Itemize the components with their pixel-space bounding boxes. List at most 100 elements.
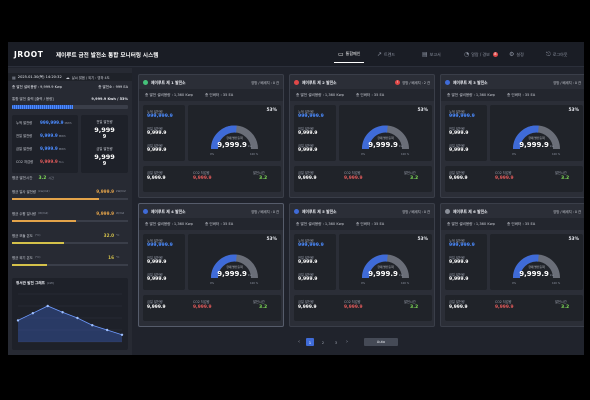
avg-time-row: 평균 발전시간 3.2 시간 [8,173,132,183]
nav-report[interactable]: ▤ 보고서 [418,46,445,63]
plant-bottom-bar: CO2 저감량 9,999.9 발전시간 3.2 금일 발전량 9,999.9 [445,166,583,192]
graph-area [18,306,122,342]
plant-card-header: 제이루트 제 2 발전소! 양방 / 베세지 : 2 건 [294,78,430,87]
co2-value: 9,999.9 [495,176,514,181]
gauge-value-row: 9,999.9kw [490,141,583,149]
stat-value: 999,999.9 [449,243,475,248]
stat-label: 금일 발전량 [449,144,465,148]
plant-gauge-box: 53% 현재 발전출력 9,999.9kw 0% 100 % [490,234,583,290]
next-page-button[interactable]: › [346,339,348,345]
plant-status-dot [143,80,148,85]
stat-value: 9,999.9 [449,131,469,136]
total-capacity: 총 발전 설비용량 : 9,999.9 Kwp [12,85,63,89]
cumulative-label: 금일 발전량 [16,147,33,151]
stat-label: 누적 발전량 [449,110,465,114]
stat-value: 9,999.9 [298,260,318,265]
plant-inverter-count: 총 인버터 : 35 EA [506,92,536,97]
metric-label: 평균 수평 일사량 [12,211,36,216]
calendar-icon: ▦ [12,74,16,80]
gauge-min: 0% [210,153,215,156]
stat-label: 전일 발전량 [298,256,314,260]
datetime: 2025.01.30(목) 14:20:32 [17,74,62,79]
stat-value: 9,999.9 [298,131,318,136]
stat-label: 누적 발전량 [147,239,163,243]
prev-page-button[interactable]: ‹ [298,339,300,345]
nav-gear[interactable]: ⚙ 설정 [505,46,528,63]
nav-trend[interactable]: ↗ 트렌드 [373,46,399,63]
today-mini-value: 9,999.9 [449,176,468,181]
gauge-fill [211,125,237,150]
plant-status-text: 양방 / 베세지 : 0 건 [553,210,581,214]
plant-capacity-bar: 총 발전 설비용량 : 1,360 Kwp 총 인버터 : 35 EA [139,89,283,101]
plant-name: 제이루트 제 2 발전소 [302,79,337,85]
gauge-value-row: 9,999.9kw [188,270,281,278]
avg-time-label: 평균 발전시간 [12,175,33,180]
stat-value: 9,999.9 [147,148,167,153]
stat-label: 전일 발전량 [298,127,314,131]
cumulative-label: CO2 저감량 [16,160,34,164]
trend-icon: ↗ [377,51,383,58]
co2-value: 9,999.9 [193,305,212,310]
page-number-button[interactable]: 1 [306,338,314,346]
graph-point [91,324,94,327]
left-summary-panel: ▦ 2025.01.30(목) 14:20:32 ☁ 날씨 맑음 / 외기 : … [8,68,132,355]
nav-monitor[interactable]: ▭ 통합메인 [334,46,365,63]
co2-label: CO2 저감량 [344,171,361,175]
stat-value: 999,999.9 [147,114,173,119]
dashboard-screen: JROOT 제이루트 금전 발전소 통합 모니터링 시스템 ▭ 통합메인 ↗ 트렌드 ▤… [8,42,584,355]
page-number-button[interactable]: 3 [334,339,338,345]
stat-value: 999,999.9 [298,243,324,248]
gauge-value: 9,999.9 [368,141,398,149]
plant-name: 제이루트 제 5 발전소 [302,208,337,214]
gauge-fill [362,254,388,279]
gauge-percent: 53% [417,237,428,242]
graph-point [16,319,20,322]
nav-bell[interactable]: ◔ 알람 / 경보 8 [460,46,502,63]
page-number-button[interactable]: 2 [321,339,325,345]
metric-unit: (°C) [34,233,41,237]
plant-capacity: 총 발전 설비용량 : 1,360 Kwp [447,92,495,97]
plant-stats-box: 누적 발전량 999,999.9 전일 발전량 9,999.9 금일 발전량 9,999.… [445,105,487,161]
nav-label: 통합메인 [345,51,361,56]
cumulative-label: 누적 발전량 [16,121,33,125]
cumulative-value: 999,999.9 [40,120,64,125]
daily-box: 전일 발전량 9,999 9 금일 발전량 9,999 9 [81,115,128,173]
gauge-value: 9,999.9 [217,270,247,278]
avg-time-value: 3.2 [561,176,570,181]
nav-label: 보고서 [429,51,441,57]
gauge-svg [513,254,560,279]
graph-point [120,333,124,336]
stat-value: 999,999.9 [298,114,324,119]
stat-label: 금일 발전량 [298,273,314,277]
plant-card-header: 제이루트 제 4 발전소 양방 / 베세지 : 0 건 [143,207,279,216]
stat-value: 9,999.9 [147,277,167,282]
plant-gauge-box: 53% 현재 발전출력 9,999.9kw 0% 100 % [188,234,281,290]
auto-button[interactable]: Auto [364,338,398,346]
metric-label: 평균 일사 발전량 [12,189,36,194]
co2-value: 9,999.9 [344,176,363,181]
stat-value: 9,999.9 [298,148,318,153]
metric-row: 평균 일사 발전량 (kw/m2) 9,999.9 kW/m2 [8,185,132,197]
today-mini-value: 9,999.9 [147,176,166,181]
gauge-svg [513,125,560,150]
plant-inverter-count: 총 인버터 : 35 EA [506,221,536,226]
graph-unit: (kW) [46,281,54,285]
gauge-min: 0% [512,282,517,285]
metric-value-unit: kW/m2 [116,189,126,193]
alarm-count-badge: 8 [492,52,498,57]
avg-time-value: 3.2 [38,175,47,181]
nav-logout[interactable]: ⎋ 로그아웃 [542,46,571,63]
gauge-min: 0% [210,282,215,285]
output-value: 9,999.9 Kwh / 53% [91,97,128,101]
output-label: 통합 발전 출력 [출력 / 용량] [12,96,54,101]
plant-capacity: 총 발전 설비용량 : 1,360 Kwp [296,92,344,97]
graph-svg [16,293,124,343]
alarm-icon: ! [395,80,401,85]
graph-point [31,312,35,315]
